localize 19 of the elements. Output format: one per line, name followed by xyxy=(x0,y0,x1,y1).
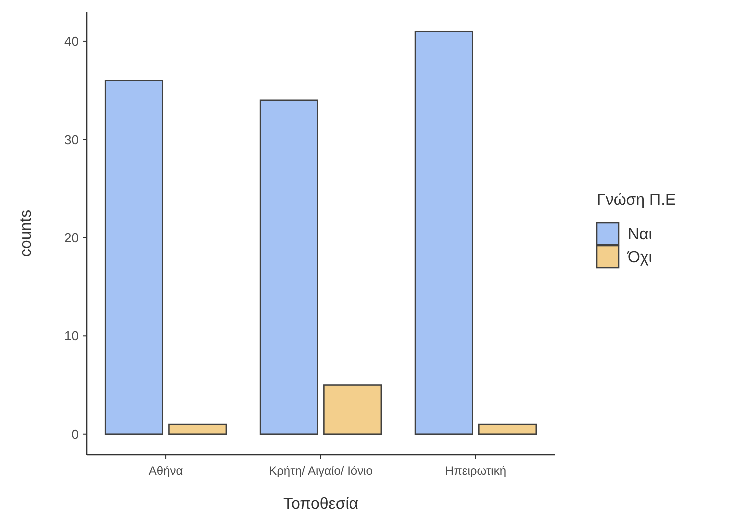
y-tick-label: 40 xyxy=(64,34,79,50)
bar xyxy=(414,30,474,436)
y-tick-label: 20 xyxy=(64,230,79,246)
bar xyxy=(168,424,228,436)
bar xyxy=(104,80,164,436)
bar xyxy=(478,424,538,436)
y-tick-label: 10 xyxy=(64,328,79,344)
legend-label: Όχι xyxy=(627,250,653,267)
x-tick-label: Ηπειρωτική xyxy=(445,464,507,478)
x-tick-label: Αθήνα xyxy=(148,464,184,478)
y-tick-label: 30 xyxy=(64,132,79,148)
legend-title: Γνώση Π.Ε xyxy=(597,192,676,209)
bar xyxy=(260,100,318,436)
x-tick-label: Κρήτη/ Αιγαίο/ Ιόνιο xyxy=(269,464,374,478)
y-tick-label: 0 xyxy=(72,426,79,442)
legend-label: Ναι xyxy=(628,226,653,244)
bar xyxy=(324,384,382,436)
x-axis-title: Τοποθεσία xyxy=(283,496,359,513)
y-axis-title: counts xyxy=(18,210,35,258)
